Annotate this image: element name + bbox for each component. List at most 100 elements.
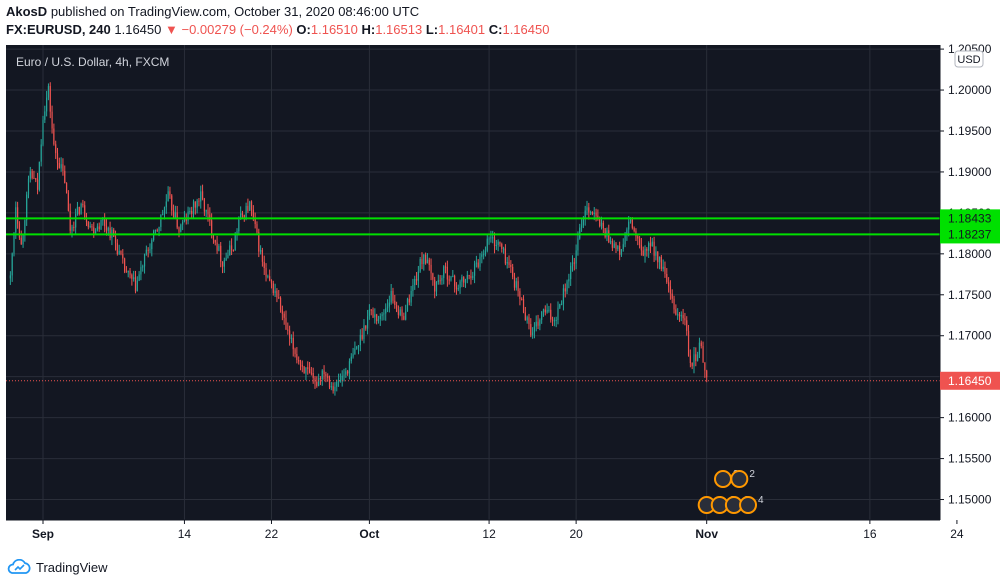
candle <box>502 246 505 254</box>
candle-body <box>220 245 222 262</box>
candle <box>162 209 164 216</box>
brand-name[interactable]: TradingView <box>36 559 108 575</box>
candle-body <box>191 210 193 214</box>
grid-lines <box>6 45 958 520</box>
candle <box>17 201 19 229</box>
high-value: 1.16513 <box>375 22 423 37</box>
symbol-label: FX:EURUSD, 240 <box>6 22 111 37</box>
candle <box>414 275 416 290</box>
candle-body <box>666 273 668 283</box>
event-flag-icon[interactable] <box>739 496 758 514</box>
candle-body <box>526 317 528 321</box>
candle <box>640 237 642 256</box>
ohlc-legend: FX:EURUSD, 240 1.16450 ▼ −0.00279 (−0.24… <box>6 22 549 37</box>
price-chart[interactable]: 224234 Euro / U.S. Dollar, 4h, FXCM 1.15… <box>0 42 1006 552</box>
candle-body <box>348 361 351 374</box>
candle-body <box>513 276 516 288</box>
candle-body <box>537 321 539 326</box>
candle-body <box>31 171 33 178</box>
candle-body <box>483 254 485 256</box>
candle-body <box>60 164 62 169</box>
open-value: 1.16510 <box>310 22 358 37</box>
candle <box>292 331 294 357</box>
time-tick-label: Nov <box>695 527 718 541</box>
candle <box>56 147 59 170</box>
candle <box>484 246 487 257</box>
time-axis[interactable] <box>0 520 1002 550</box>
candle <box>428 257 430 271</box>
candle <box>229 240 231 256</box>
candle-body <box>310 372 312 374</box>
candle <box>653 236 655 263</box>
candle <box>356 345 358 350</box>
candle <box>423 253 425 271</box>
candle-body <box>292 337 294 350</box>
event-flag-icon[interactable] <box>730 470 749 488</box>
candle-body <box>261 250 264 262</box>
event-badge[interactable]: 4 <box>739 495 764 514</box>
candle-body <box>464 279 467 283</box>
event-badge[interactable]: 2 <box>730 469 755 488</box>
event-badges[interactable]: 224234 <box>697 469 764 514</box>
candle <box>697 351 699 362</box>
candle-body <box>321 370 323 380</box>
candle <box>481 251 483 264</box>
candle <box>116 239 118 256</box>
candle <box>84 201 86 220</box>
author-name[interactable]: AkosD <box>6 4 48 19</box>
candle-body <box>366 316 369 329</box>
candle-body <box>158 226 160 231</box>
candle-body <box>203 199 205 212</box>
candle <box>138 271 140 282</box>
candle <box>91 223 93 231</box>
plot-area[interactable] <box>6 45 940 520</box>
candle-body <box>553 320 555 322</box>
horizontal-levels[interactable] <box>6 217 940 382</box>
candle-body <box>673 298 675 310</box>
candle <box>15 201 17 239</box>
candle-body <box>174 212 176 218</box>
candle-body <box>396 305 398 312</box>
candle-body <box>171 195 173 211</box>
candle <box>328 375 331 390</box>
candle <box>238 216 240 236</box>
price-tick-label: 1.15500 <box>948 452 992 466</box>
candle-body <box>397 311 400 315</box>
candle <box>410 285 412 307</box>
candle-body <box>419 258 421 272</box>
price-tags: 1.18433 1.18237 1.16450 <box>940 209 1000 390</box>
candle <box>365 325 367 331</box>
candle-body <box>508 262 510 265</box>
candle <box>662 259 664 272</box>
candle-body <box>470 276 472 279</box>
candle <box>633 226 635 233</box>
candle <box>642 246 644 257</box>
candle <box>140 260 142 281</box>
candle-body <box>619 245 621 255</box>
candle <box>256 221 258 235</box>
candle-body <box>347 371 349 374</box>
candle-body <box>495 244 497 247</box>
price-axis[interactable] <box>940 42 1002 520</box>
candle <box>532 327 534 339</box>
candle <box>561 300 563 306</box>
candle <box>379 313 381 326</box>
candle-body <box>653 241 655 256</box>
candle <box>649 236 652 254</box>
candle-body <box>399 309 401 315</box>
candle-body <box>89 225 91 227</box>
candle-body <box>24 220 26 235</box>
candle-body <box>557 307 559 321</box>
candle <box>343 368 345 382</box>
candle <box>542 308 545 317</box>
candle-body <box>296 354 298 360</box>
currency-badge[interactable] <box>954 50 984 68</box>
candle <box>247 198 249 213</box>
event-flag-icon[interactable] <box>714 470 732 488</box>
candle-body <box>84 205 86 218</box>
candle <box>638 235 641 249</box>
candle <box>359 329 361 352</box>
candle-body <box>383 313 385 315</box>
candle <box>250 200 253 217</box>
candle <box>446 260 448 287</box>
